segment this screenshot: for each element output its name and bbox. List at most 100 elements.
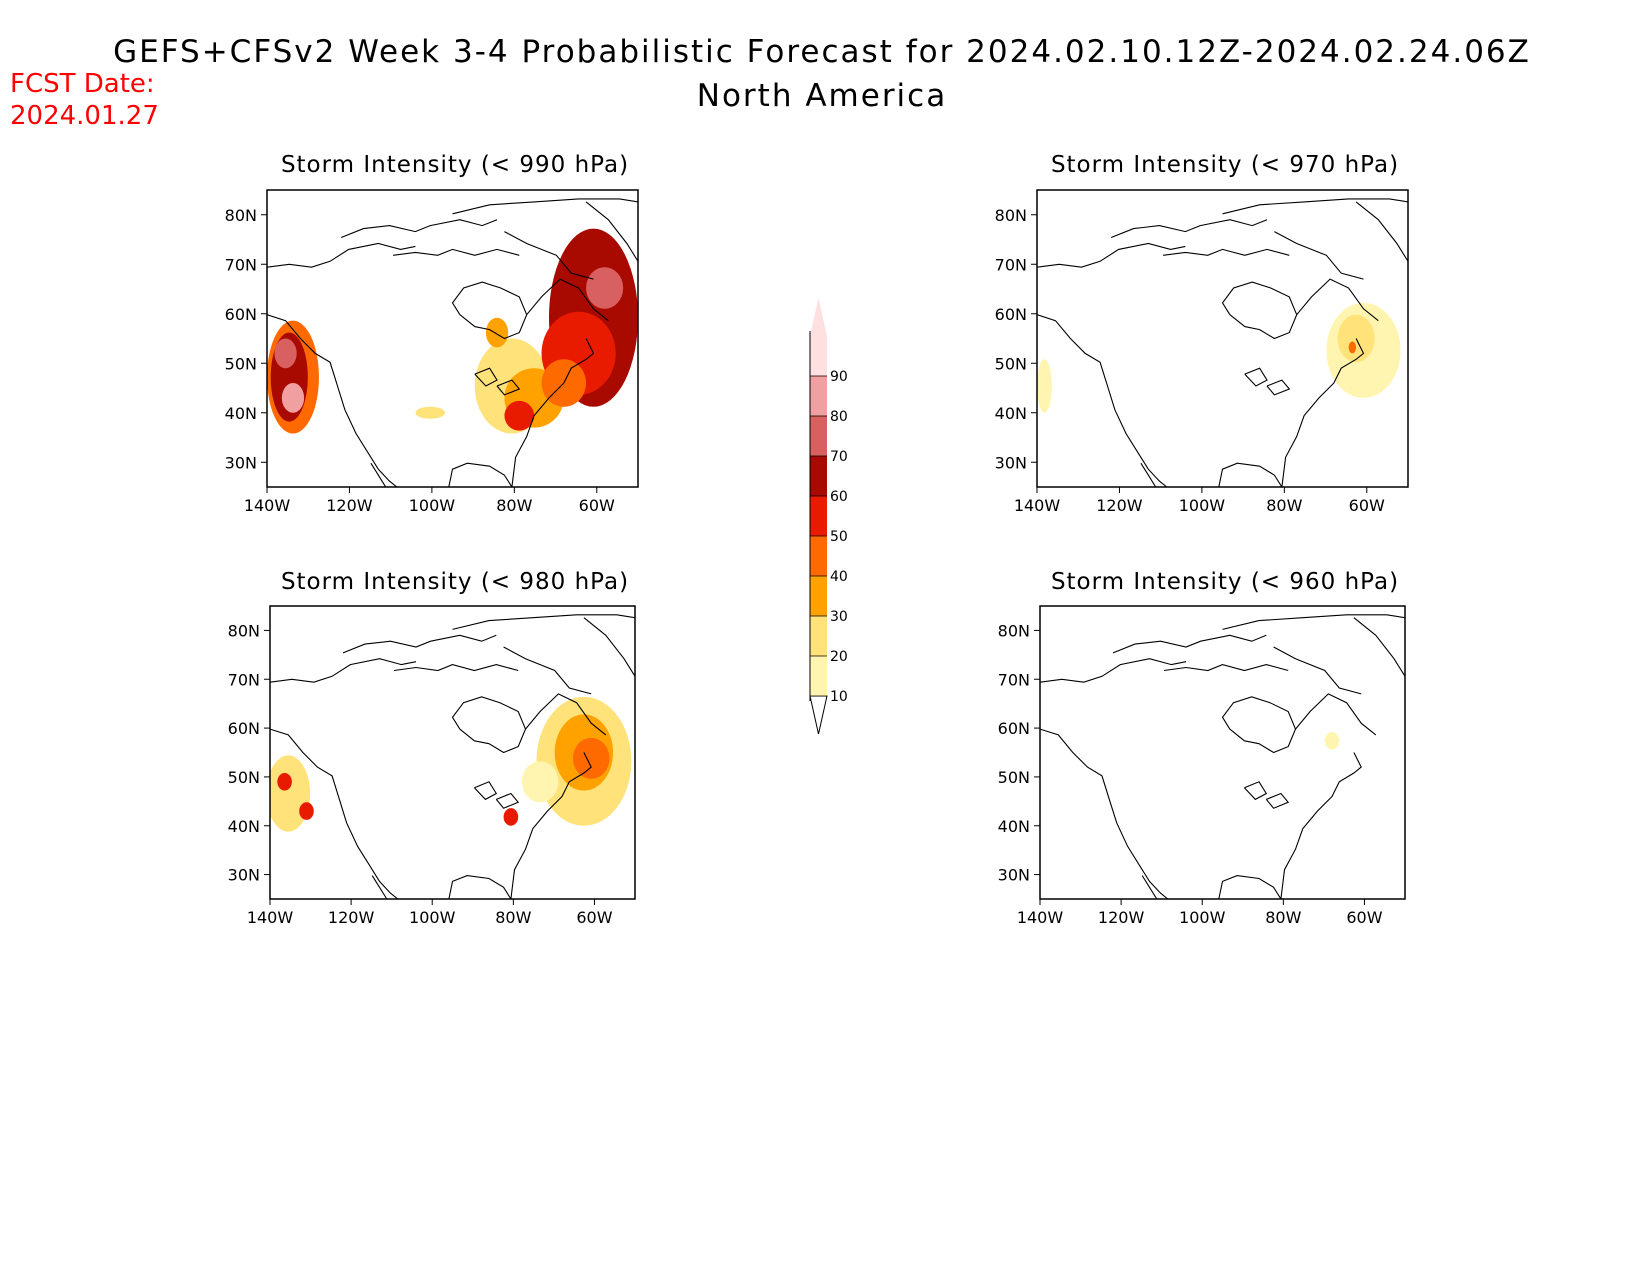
coastline <box>1281 338 1365 487</box>
fcst-date-label: FCST Date: <box>10 69 155 99</box>
coastline <box>1274 231 1364 280</box>
coastline <box>1222 614 1405 630</box>
coastline <box>1243 781 1268 801</box>
lon-tick-label: 60W <box>1346 908 1382 927</box>
probability-shade <box>485 317 509 348</box>
coastline <box>1040 658 1187 683</box>
coastline <box>1353 617 1405 677</box>
colorbar-segment <box>810 336 827 376</box>
colorbar-lower-cap <box>809 695 828 735</box>
panel-title: Storm Intensity (< 990 hPa) <box>281 152 629 178</box>
probability-shade <box>1348 341 1357 354</box>
colorbar-segment <box>810 576 827 616</box>
coastline <box>270 728 399 899</box>
coastline <box>495 792 520 809</box>
coastline <box>393 248 520 256</box>
coastline <box>474 367 498 387</box>
panel-title: Storm Intensity (< 980 hPa) <box>281 569 629 595</box>
map-frame <box>1039 605 1406 900</box>
probability-shade <box>299 802 314 820</box>
lat-tick-label: 40N <box>228 817 260 836</box>
lat-tick-label: 30N <box>995 453 1027 472</box>
coastline <box>1222 198 1408 215</box>
coastline <box>511 338 595 487</box>
lon-tick-label: 120W <box>328 908 375 927</box>
coastline <box>1221 281 1298 340</box>
coastline <box>1140 462 1157 487</box>
coastline <box>1218 875 1282 899</box>
lon-tick-label: 80W <box>1266 496 1302 515</box>
probability-shade <box>503 808 519 826</box>
lat-tick-label: 70N <box>228 670 260 689</box>
main-title: GEFS+CFSv2 Week 3-4 Probabilistic Foreca… <box>113 34 1531 70</box>
lon-tick-label: 60W <box>1349 496 1385 515</box>
lon-tick-label: 80W <box>495 908 531 927</box>
probability-shade <box>281 383 305 413</box>
coastline <box>451 281 528 340</box>
coastline <box>452 198 638 215</box>
colorbar-segment <box>810 376 827 416</box>
coastline <box>503 646 592 695</box>
coastline <box>1037 314 1168 487</box>
lat-tick-label: 60N <box>228 719 260 738</box>
coastline <box>1040 728 1169 899</box>
lat-tick-label: 70N <box>998 670 1030 689</box>
lon-tick-label: 120W <box>326 496 373 515</box>
colorbar-label: 30 <box>830 609 848 625</box>
lat-tick-label: 50N <box>998 768 1030 787</box>
lon-tick-label: 100W <box>409 496 456 515</box>
panel-storm-970: Storm Intensity (< 970 hPa) 80N 70N 60N 50N… <box>995 152 1409 515</box>
lon-tick-label: 140W <box>1014 496 1061 515</box>
map-frame <box>266 189 639 488</box>
lon-tick-label: 100W <box>409 908 456 927</box>
lat-tick-label: 40N <box>998 817 1030 836</box>
map-frame <box>1036 189 1409 488</box>
panel-title: Storm Intensity (< 970 hPa) <box>1051 152 1399 178</box>
colorbar-label: 20 <box>830 649 848 665</box>
lat-tick-label: 80N <box>228 621 260 640</box>
probability-shade <box>504 400 535 431</box>
lat-tick-label: 70N <box>995 255 1027 274</box>
coastline <box>585 201 638 262</box>
colorbar-legend: 10 20 30 40 50 60 70 80 90 <box>809 298 848 735</box>
coastline <box>1037 242 1186 268</box>
lat-tick-label: 60N <box>998 719 1030 738</box>
coastline <box>267 314 398 487</box>
coastline <box>340 219 498 239</box>
colorbar-label: 80 <box>830 409 848 425</box>
lat-tick-label: 80N <box>998 621 1030 640</box>
colorbar-segment <box>810 456 827 496</box>
coastline <box>1218 462 1283 487</box>
lon-tick-label: 120W <box>1096 496 1143 515</box>
panel-storm-960: Storm Intensity (< 960 hPa) 80N 70N 60N 50N… <box>998 569 1406 927</box>
coastline <box>526 278 609 322</box>
lon-tick-label: 120W <box>1098 908 1145 927</box>
lat-tick-label: 70N <box>225 255 257 274</box>
lon-tick-label: 140W <box>1017 908 1064 927</box>
coastline <box>1355 201 1408 262</box>
coastline <box>1164 664 1289 672</box>
colorbar-segment <box>810 536 827 576</box>
coastline <box>1280 752 1362 899</box>
lon-tick-label: 100W <box>1179 908 1226 927</box>
colorbar-label: 70 <box>830 449 848 465</box>
colorbar-label: 60 <box>830 489 848 505</box>
colorbar-label: 90 <box>830 369 848 385</box>
panel-title: Storm Intensity (< 960 hPa) <box>1051 569 1399 595</box>
coastline <box>1265 792 1290 809</box>
coastline <box>1221 696 1297 754</box>
coastline <box>452 614 635 630</box>
coastline <box>451 696 527 754</box>
probability-shade <box>415 406 446 419</box>
probability-shade <box>277 773 292 791</box>
lat-tick-label: 30N <box>998 866 1030 885</box>
lat-tick-label: 50N <box>225 354 257 373</box>
lat-tick-label: 30N <box>228 866 260 885</box>
coastline <box>1141 875 1158 899</box>
coastline <box>504 231 594 280</box>
lat-tick-label: 60N <box>995 305 1027 324</box>
coastline <box>270 658 417 683</box>
colorbar-label: 10 <box>830 689 848 705</box>
map-frame <box>269 605 636 900</box>
coastline <box>510 752 592 899</box>
